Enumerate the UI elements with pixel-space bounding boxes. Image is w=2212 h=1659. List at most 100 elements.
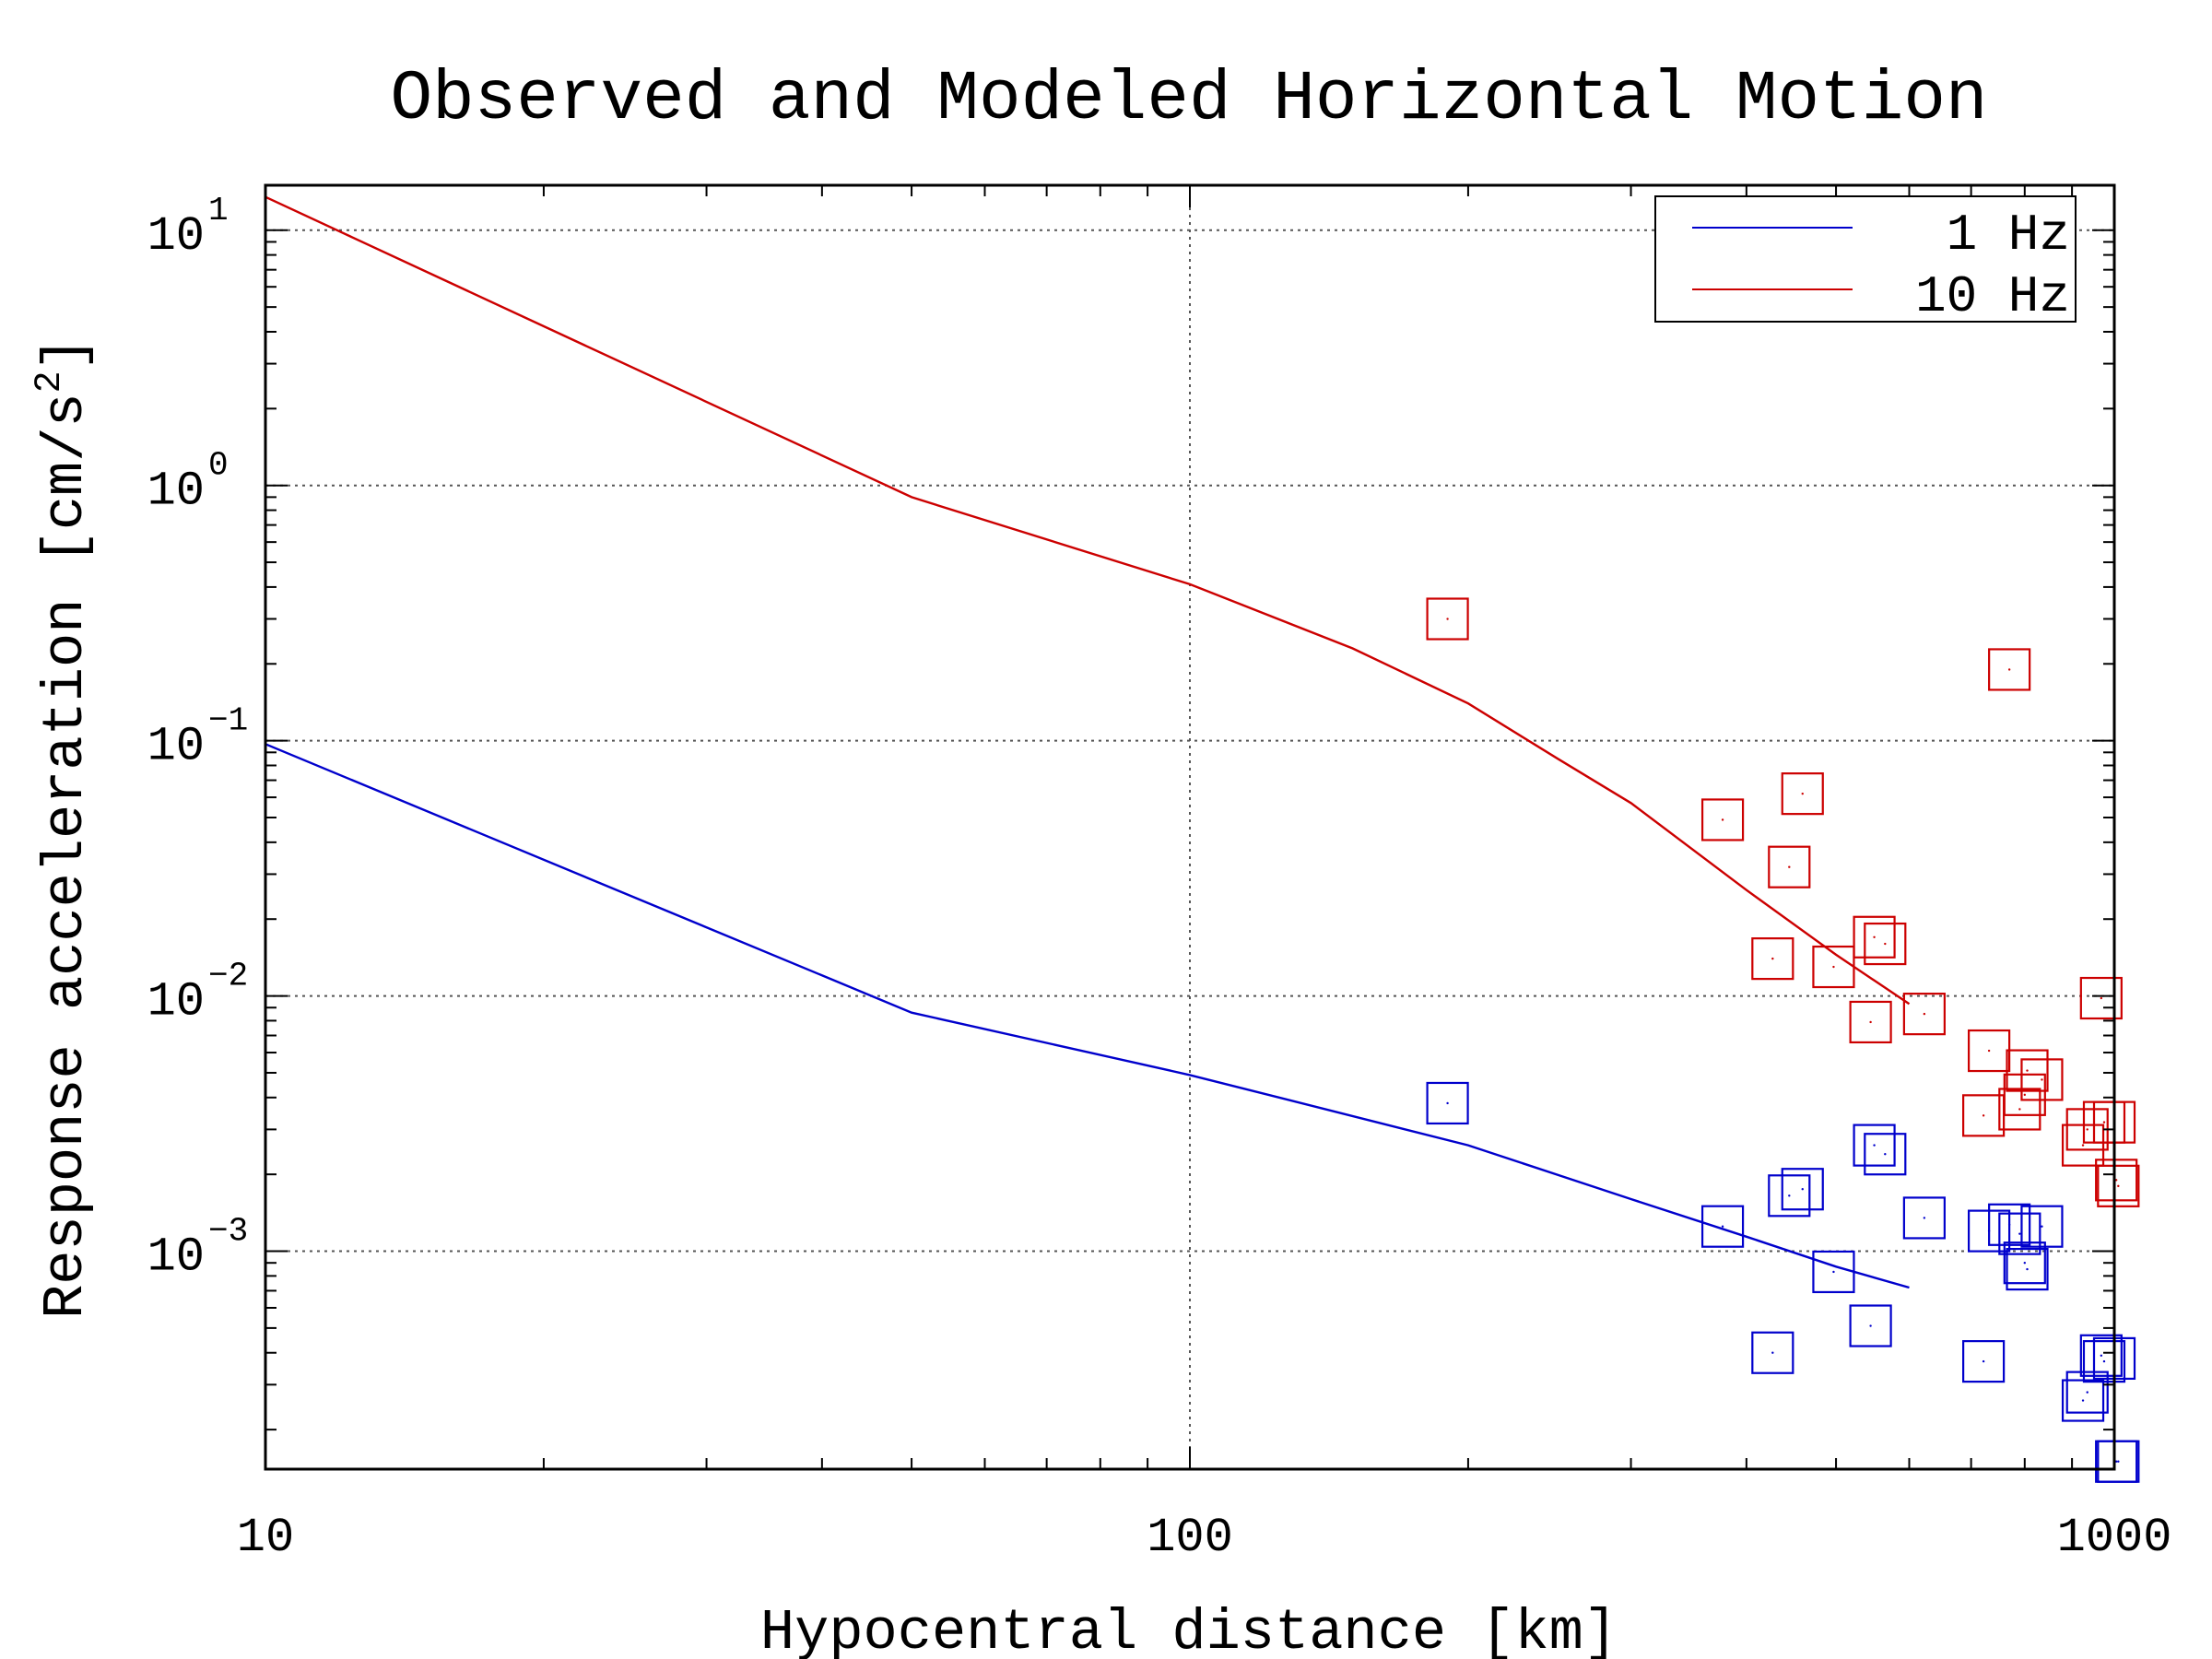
data-point-10hz xyxy=(2006,1049,2049,1092)
data-point-center-1hz xyxy=(2102,1359,2106,1363)
data-point-center-1hz xyxy=(1446,1101,1449,1105)
data-point-center-10hz xyxy=(2023,1093,2026,1097)
data-point-center-1hz xyxy=(1721,1225,1724,1228)
x-tick-label: 100 xyxy=(1147,1511,1233,1565)
data-point-center-10hz xyxy=(2117,1184,2120,1188)
model-line-1hz xyxy=(265,743,1910,1289)
data-point-center-1hz xyxy=(2081,1399,2085,1402)
data-point-center-1hz xyxy=(2100,1354,2103,1357)
legend-label-10hz: 10 Hz xyxy=(1915,267,2070,326)
y-tick-exponent: −1 xyxy=(208,702,248,740)
data-point-1hz xyxy=(2006,1247,2049,1291)
data-point-center-1hz xyxy=(2023,1262,2026,1265)
data-point-center-1hz xyxy=(1923,1217,1926,1219)
y-tick-exponent: −2 xyxy=(208,958,248,995)
y-axis-label: Response acceleration [cm/s2] xyxy=(29,336,99,1319)
data-point-center-1hz xyxy=(1869,1324,1872,1327)
data-point-10hz xyxy=(2020,1058,2064,1101)
data-point-1hz xyxy=(1768,1174,1811,1218)
data-point-center-1hz xyxy=(1788,1194,1791,1197)
data-point-center-1hz xyxy=(1873,1144,1876,1147)
y-tick-exponent: −3 xyxy=(208,1213,248,1251)
data-point-center-1hz xyxy=(1884,1153,1887,1156)
data-point-10hz xyxy=(2079,976,2123,1020)
data-point-10hz xyxy=(1849,1000,1892,1044)
y-tick-label: 10 xyxy=(147,209,205,264)
data-point-10hz xyxy=(1768,845,1811,888)
y-axis-label-sup: 2 xyxy=(29,371,71,393)
data-point-center-10hz xyxy=(2041,1078,2043,1081)
y-tick-exponent: 0 xyxy=(208,447,229,485)
data-point-10hz xyxy=(1902,993,1946,1036)
data-point-10hz xyxy=(1700,798,1745,841)
data-point-1hz xyxy=(2020,1205,2064,1248)
data-point-center-10hz xyxy=(2007,668,2011,671)
data-point-center-10hz xyxy=(1446,618,1449,620)
data-point-1hz xyxy=(1751,1331,1794,1374)
x-tick-label: 10 xyxy=(237,1511,294,1565)
y-tick-label: 10 xyxy=(147,1230,205,1285)
data-point-1hz xyxy=(1962,1340,2006,1383)
data-point-10hz xyxy=(1988,648,2031,691)
data-point-1hz xyxy=(1426,1081,1469,1125)
data-point-center-1hz xyxy=(2117,1460,2120,1463)
chart-title: Observed and Modeled Horizontal Motion xyxy=(390,60,1987,139)
data-point-center-1hz xyxy=(2026,1267,2029,1271)
data-point-center-10hz xyxy=(1982,1114,1985,1117)
data-point-1hz xyxy=(2079,1334,2123,1377)
data-point-center-10hz xyxy=(1832,965,1835,969)
data-point-10hz xyxy=(1812,945,1855,989)
legend-label-1hz: 1 Hz xyxy=(1947,206,2070,265)
data-point-center-1hz xyxy=(2018,1232,2021,1235)
data-point-center-10hz xyxy=(2081,1144,2085,1147)
data-point-center-10hz xyxy=(1788,865,1791,868)
y-tick-label: 10 xyxy=(147,465,205,519)
y-axis-label-end: ] xyxy=(33,336,99,371)
data-point-center-10hz xyxy=(1923,1012,1926,1016)
data-point-center-1hz xyxy=(1832,1270,1835,1274)
data-point-center-10hz xyxy=(1987,1049,1991,1053)
y-tick-label: 10 xyxy=(147,975,205,1030)
data-point-center-10hz xyxy=(2102,1121,2106,1124)
data-point-10hz xyxy=(1998,1088,2041,1131)
data-point-1hz xyxy=(2097,1440,2140,1483)
data-point-center-1hz xyxy=(1771,1351,1774,1354)
data-point-1hz xyxy=(1849,1304,1892,1347)
data-point-center-1hz xyxy=(2007,1223,2011,1226)
data-point-center-10hz xyxy=(1873,935,1876,938)
data-point-center-1hz xyxy=(1982,1359,1985,1363)
data-point-1hz xyxy=(1902,1196,1946,1240)
data-point-center-1hz xyxy=(2041,1225,2043,1228)
data-point-1hz xyxy=(1781,1168,1824,1211)
data-point-10hz xyxy=(2003,1073,2046,1116)
y-axis-label-main: Response acceleration [cm/s xyxy=(33,393,99,1319)
model-line-10hz xyxy=(265,195,1911,1006)
data-point-center-10hz xyxy=(2086,1128,2088,1131)
data-point-center-10hz xyxy=(1869,1020,1872,1024)
legend-box xyxy=(1654,195,2077,323)
data-point-10hz xyxy=(2097,1164,2140,1207)
data-point-1hz xyxy=(2082,1340,2126,1383)
data-point-center-1hz xyxy=(2086,1391,2088,1394)
data-point-center-10hz xyxy=(2018,1108,2021,1111)
data-point-1hz xyxy=(1988,1203,2031,1246)
data-point-10hz xyxy=(1864,922,1907,966)
data-point-10hz xyxy=(2095,1159,2138,1202)
data-point-10hz xyxy=(1426,597,1469,641)
data-point-center-1hz xyxy=(1801,1188,1804,1191)
y-tick-label: 10 xyxy=(147,720,205,774)
data-point-center-10hz xyxy=(1884,942,1887,946)
data-point-1hz xyxy=(1864,1133,1907,1176)
y-tick-exponent: 1 xyxy=(208,192,229,229)
data-point-center-1hz xyxy=(2114,1460,2118,1463)
data-point-1hz xyxy=(1700,1205,1745,1248)
data-point-center-10hz xyxy=(2114,1179,2118,1182)
data-point-1hz xyxy=(1812,1250,1855,1294)
data-point-center-10hz xyxy=(1801,792,1804,795)
data-point-center-10hz xyxy=(2100,996,2103,1000)
data-point-10hz xyxy=(1781,772,1824,816)
data-point-center-10hz xyxy=(1721,818,1724,821)
